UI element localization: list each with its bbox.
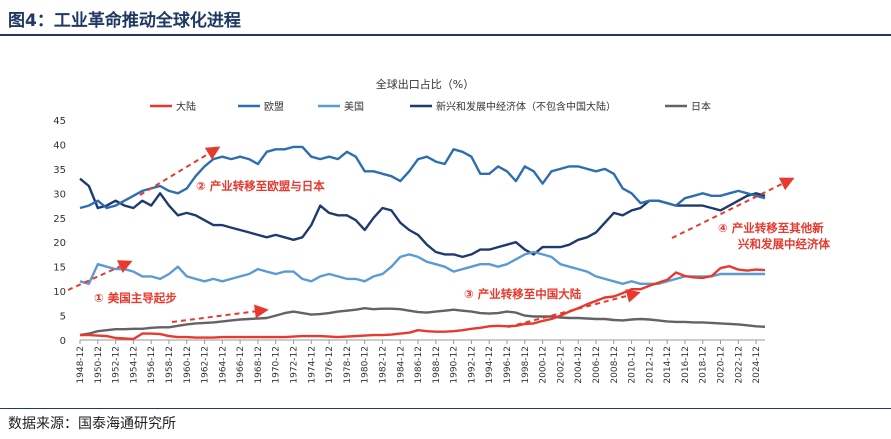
x-axis: 1948-12 1950-12 1952-12 1954-12 1956-12 1958-…	[76, 339, 765, 384]
series-line-2	[79, 250, 765, 286]
x-tick-label: 2018-12	[699, 346, 709, 384]
x-tick-label: 1948-12	[76, 346, 86, 384]
y-tick-label: 30	[53, 189, 66, 200]
x-tick-label: 2012-12	[645, 346, 655, 384]
y-tick-label: 40	[53, 140, 66, 151]
series-line-0	[80, 264, 766, 341]
chart-title: 全球出口占比（%）	[376, 77, 474, 91]
y-axis: 0 5 10 15 20 25 30 35 40 45	[53, 116, 66, 347]
x-tick-label: 2020-12	[717, 346, 727, 384]
y-tick-label: 15	[53, 263, 66, 274]
annotations: ① 美国主导起步 ② 产业转移至欧盟与日本 ③ 产业转移至中国大陆 ④ 产业转移…	[67, 146, 830, 328]
annotation-arrow-3	[171, 304, 269, 323]
x-tick-label: 2016-12	[681, 346, 691, 384]
x-tick-label: 1962-12	[201, 346, 211, 384]
x-tick-label: 2000-12	[539, 346, 549, 384]
y-tick-label: 20	[53, 238, 66, 249]
x-tick-label: 1968-12	[254, 346, 264, 384]
x-tick-label: 2024-12	[752, 346, 762, 384]
x-tick-label: 2004-12	[574, 346, 584, 384]
x-tick-label: 2014-12	[663, 346, 673, 384]
x-tick-label: 1984-12	[396, 346, 406, 384]
x-tick-label: 1982-12	[378, 346, 388, 384]
x-tick-label: 1986-12	[414, 346, 424, 384]
x-tick-label: 1970-12	[272, 346, 282, 384]
series-line-1	[79, 145, 766, 210]
legend-label-3: 新兴和发展中经济体（不包含中国大陆）	[436, 100, 616, 113]
x-tick-label: 1976-12	[325, 346, 335, 384]
x-tick-label: 1974-12	[307, 346, 317, 384]
annotation-4-line-1: ④ 产业转移至其他新	[718, 221, 824, 235]
annotation-arrow-5	[671, 177, 795, 239]
legend-label-0: 大陆	[176, 100, 196, 113]
y-tick-label: 0	[60, 336, 66, 347]
annotation-arrow-2	[139, 146, 221, 196]
x-tick-label: 1992-12	[467, 346, 477, 384]
x-tick-label: 1958-12	[165, 346, 175, 384]
x-tick-label: 1950-12	[94, 346, 104, 384]
legend-label-4: 日本	[691, 100, 711, 113]
legend-label-1: 欧盟	[264, 101, 284, 113]
x-tick-label: 1994-12	[485, 346, 495, 384]
x-tick-label: 2010-12	[628, 346, 638, 384]
x-tick-label: 2006-12	[592, 346, 602, 384]
x-tick-label: 1990-12	[450, 346, 460, 384]
annotation-4-line-2: 兴和发展中经济体	[738, 237, 830, 251]
x-tick-label: 2002-12	[556, 346, 566, 384]
annotation-2: ② 产业转移至欧盟与日本	[196, 179, 325, 193]
annotation-3: ③ 产业转移至中国大陆	[464, 287, 582, 301]
x-tick-label: 1966-12	[236, 346, 246, 384]
x-tick-label: 1988-12	[432, 346, 442, 384]
title-rule	[0, 34, 891, 36]
x-tick-label: 1998-12	[521, 346, 531, 384]
x-tick-label: 1972-12	[290, 346, 300, 384]
source-note: 数据来源：国泰海通研究所	[8, 416, 176, 432]
legend-label-2: 美国	[344, 100, 364, 113]
x-tick-label: 1996-12	[503, 346, 513, 384]
annotation-arrow-1	[67, 260, 133, 291]
y-tick-label: 35	[53, 165, 66, 176]
y-tick-label: 45	[53, 116, 66, 127]
x-tick-label: 1956-12	[147, 346, 157, 384]
figure-title: 图4：工业革命推动全球化进程	[8, 11, 241, 31]
x-tick-label: 1952-12	[112, 346, 122, 384]
y-tick-label: 5	[60, 312, 66, 323]
chart: 全球出口占比（%） 大陆 欧盟 美国 新兴和发展中经济体（不包含中国大陆） 日本 0 5 1…	[53, 77, 830, 384]
legend: 大陆 欧盟 美国 新兴和发展中经济体（不包含中国大陆） 日本	[150, 100, 711, 113]
x-tick-label: 1980-12	[361, 346, 371, 384]
y-tick-label: 25	[53, 214, 66, 225]
bottom-rule	[0, 408, 891, 409]
x-tick-label: 1964-12	[218, 346, 228, 384]
x-tick-label: 2022-12	[734, 346, 744, 384]
x-tick-label: 1978-12	[343, 346, 353, 384]
x-tick-label: 1960-12	[183, 346, 193, 384]
series-lines	[79, 145, 766, 341]
annotation-1: ① 美国主导起步	[94, 291, 177, 305]
x-tick-label: 2008-12	[610, 346, 620, 384]
annotation-arrow-4	[507, 289, 641, 328]
x-tick-label: 1954-12	[129, 346, 139, 384]
y-tick-label: 10	[53, 287, 66, 298]
series-line-4	[79, 307, 766, 337]
